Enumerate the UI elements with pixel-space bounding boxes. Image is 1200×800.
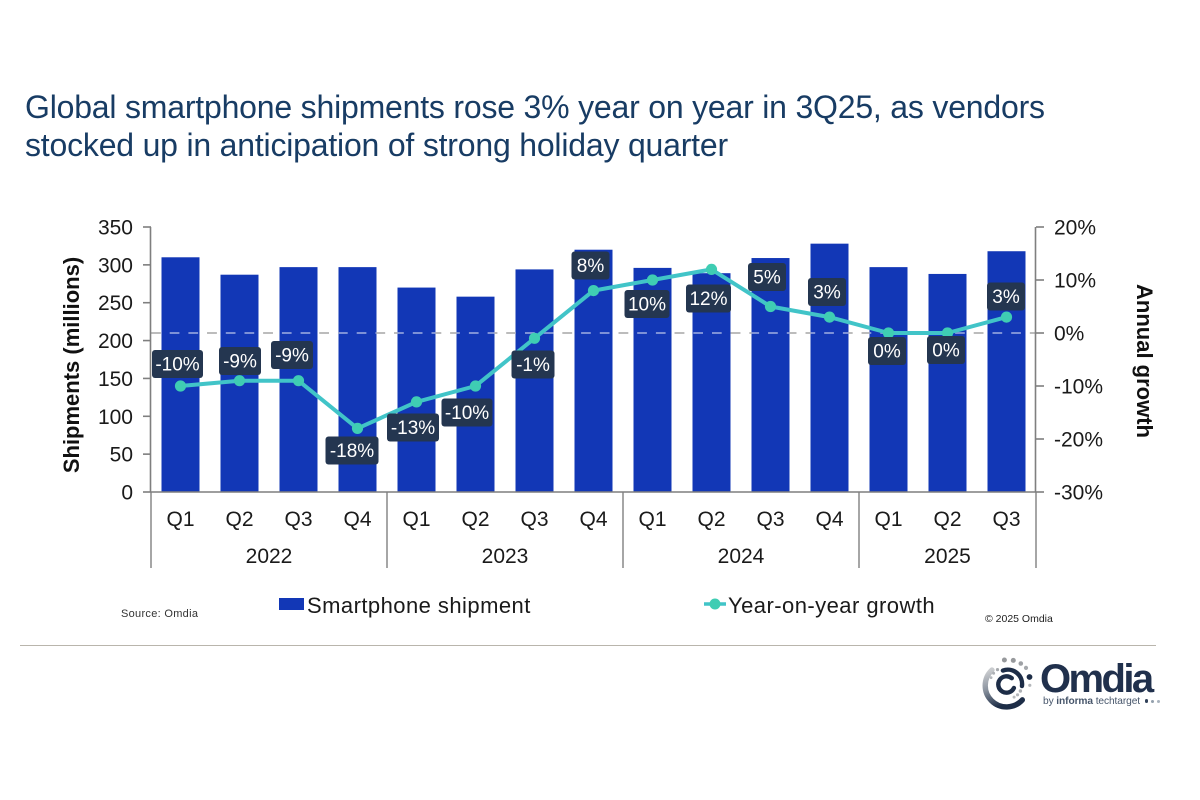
svg-text:-9%: -9% xyxy=(223,352,257,373)
svg-text:Q2: Q2 xyxy=(461,508,489,531)
svg-text:Q2: Q2 xyxy=(225,508,253,531)
svg-text:-30%: -30% xyxy=(1054,482,1103,505)
svg-text:5%: 5% xyxy=(753,268,781,289)
svg-text:20%: 20% xyxy=(1054,217,1096,240)
svg-text:0%: 0% xyxy=(873,342,901,363)
svg-text:3%: 3% xyxy=(992,287,1020,308)
svg-text:0%: 0% xyxy=(1054,323,1084,346)
svg-text:12%: 12% xyxy=(689,289,727,310)
svg-text:2023: 2023 xyxy=(482,545,529,568)
svg-text:-1%: -1% xyxy=(516,355,550,376)
svg-text:Year-on-year growth: Year-on-year growth xyxy=(728,593,935,618)
svg-text:300: 300 xyxy=(98,254,133,277)
svg-text:Smartphone shipment: Smartphone shipment xyxy=(307,593,531,618)
svg-text:© 2025 Omdia: © 2025 Omdia xyxy=(985,613,1053,625)
svg-text:Q4: Q4 xyxy=(343,508,371,531)
svg-text:3%: 3% xyxy=(813,283,841,304)
svg-text:150: 150 xyxy=(98,368,133,391)
svg-text:0%: 0% xyxy=(932,341,960,362)
svg-text:-18%: -18% xyxy=(330,441,374,462)
svg-text:2022: 2022 xyxy=(246,545,293,568)
svg-text:Annual growth: Annual growth xyxy=(1132,284,1157,438)
svg-text:200: 200 xyxy=(98,330,133,353)
svg-text:Q3: Q3 xyxy=(520,508,548,531)
svg-text:Q4: Q4 xyxy=(815,508,843,531)
svg-text:100: 100 xyxy=(98,406,133,429)
svg-text:-10%: -10% xyxy=(1054,376,1103,399)
svg-text:10%: 10% xyxy=(628,295,666,316)
svg-text:0: 0 xyxy=(121,482,133,505)
svg-text:-13%: -13% xyxy=(391,418,435,439)
svg-text:-10%: -10% xyxy=(155,355,199,376)
svg-text:-20%: -20% xyxy=(1054,429,1103,452)
svg-text:Q3: Q3 xyxy=(284,508,312,531)
svg-text:Q1: Q1 xyxy=(402,508,430,531)
svg-text:Q2: Q2 xyxy=(697,508,725,531)
svg-text:-9%: -9% xyxy=(275,346,309,367)
svg-text:Q3: Q3 xyxy=(992,508,1020,531)
svg-text:Q3: Q3 xyxy=(756,508,784,531)
svg-text:Shipments (millions): Shipments (millions) xyxy=(59,257,84,473)
svg-text:2025: 2025 xyxy=(924,545,971,568)
svg-text:10%: 10% xyxy=(1054,270,1096,293)
svg-text:2024: 2024 xyxy=(718,545,765,568)
svg-text:Q2: Q2 xyxy=(933,508,961,531)
svg-text:-10%: -10% xyxy=(445,403,489,424)
svg-text:Q1: Q1 xyxy=(166,508,194,531)
svg-text:50: 50 xyxy=(110,444,133,467)
svg-text:8%: 8% xyxy=(577,256,605,277)
svg-text:350: 350 xyxy=(98,217,133,240)
svg-text:250: 250 xyxy=(98,292,133,315)
svg-text:Source: Omdia: Source: Omdia xyxy=(121,608,199,620)
svg-text:Q1: Q1 xyxy=(638,508,666,531)
svg-text:Q4: Q4 xyxy=(579,508,607,531)
svg-text:Q1: Q1 xyxy=(874,508,902,531)
